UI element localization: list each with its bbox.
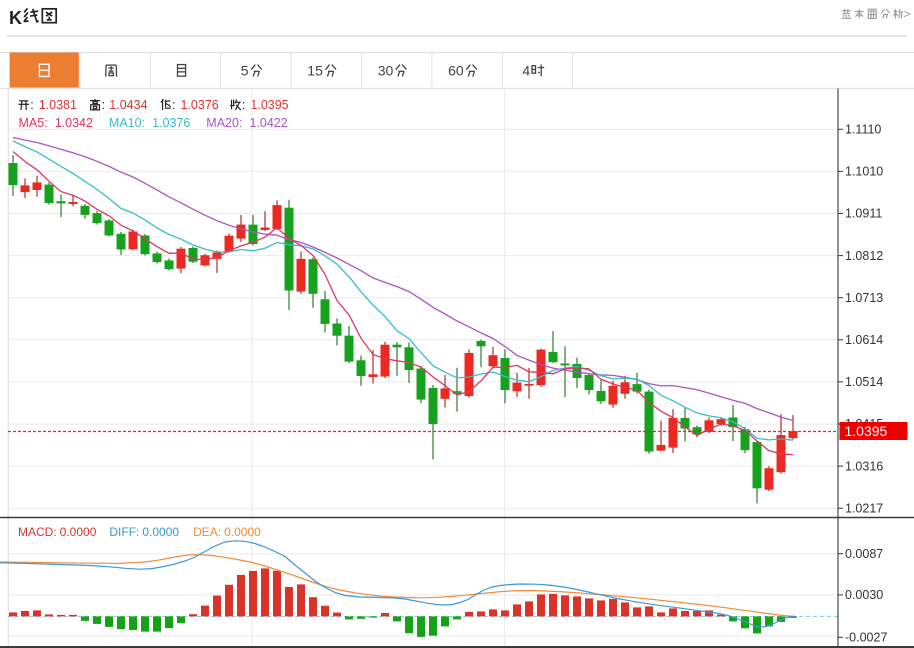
svg-text:0.0087: 0.0087 [845, 547, 883, 561]
svg-text:1.0316: 1.0316 [845, 459, 883, 473]
svg-text:1.0381: 1.0381 [39, 98, 77, 112]
svg-text::: : [242, 98, 245, 112]
svg-text:5: 5 [241, 63, 249, 79]
svg-text:4: 4 [522, 63, 530, 79]
svg-text:-0.0027: -0.0027 [845, 631, 887, 645]
svg-text:1.0713: 1.0713 [845, 291, 883, 305]
svg-text:1.0395: 1.0395 [250, 98, 288, 112]
svg-text:1.1010: 1.1010 [845, 165, 883, 179]
svg-text:60: 60 [448, 63, 464, 79]
svg-text:1.0911: 1.0911 [845, 207, 882, 221]
svg-text:K: K [9, 8, 22, 28]
svg-text:30: 30 [378, 63, 394, 79]
svg-text:0.0030: 0.0030 [845, 588, 883, 602]
svg-text::: : [30, 98, 33, 112]
svg-text:1.1110: 1.1110 [845, 123, 881, 137]
svg-text:1.0812: 1.0812 [845, 249, 883, 263]
svg-text:1.0376: 1.0376 [181, 98, 219, 112]
svg-text:1.0434: 1.0434 [109, 98, 147, 112]
svg-text:>: > [904, 7, 911, 21]
svg-text::: : [172, 98, 175, 112]
svg-text:1.0514: 1.0514 [845, 375, 883, 389]
svg-text:1.0614: 1.0614 [845, 333, 883, 347]
svg-text:1.0395: 1.0395 [845, 423, 888, 439]
svg-text:15: 15 [307, 63, 323, 79]
svg-text:1.0217: 1.0217 [845, 501, 883, 515]
svg-text::: : [102, 98, 105, 112]
